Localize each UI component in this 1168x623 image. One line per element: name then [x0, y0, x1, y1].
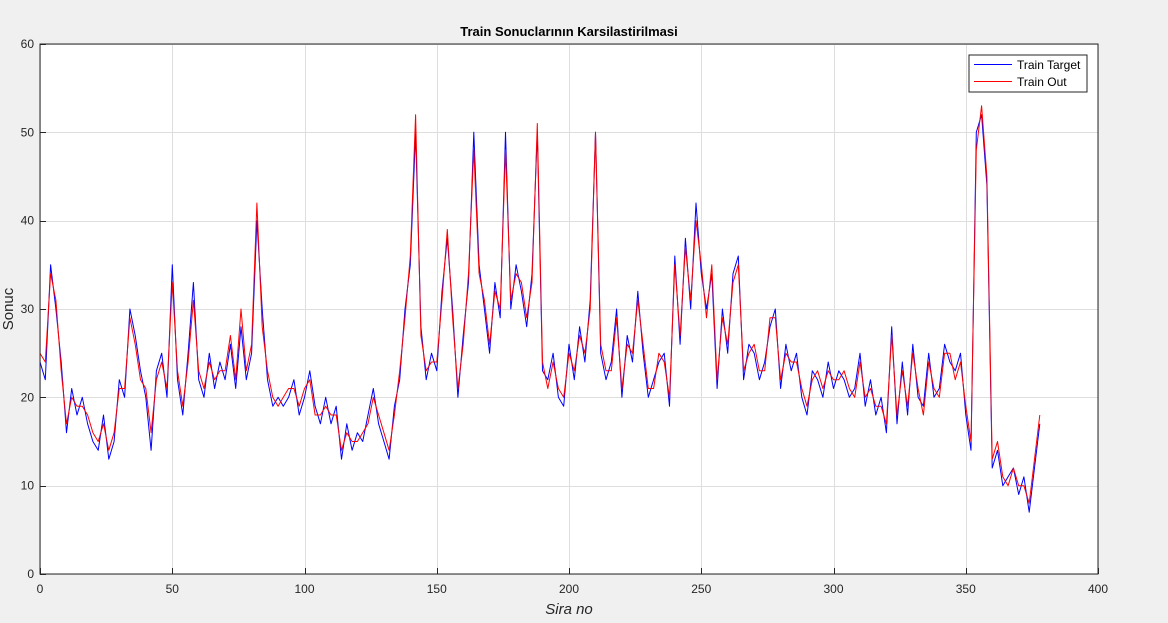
- series-line-train-out: [39, 105, 1041, 504]
- x-tick-label: 150: [427, 582, 447, 596]
- x-tick-label: 300: [823, 582, 843, 596]
- y-axis-label: Sonuc: [0, 287, 17, 330]
- x-axis-label: Sira no: [545, 601, 593, 618]
- x-tick-label: 400: [1088, 582, 1108, 596]
- y-tick-label: 0: [27, 567, 34, 581]
- x-tick-label: 50: [166, 582, 180, 596]
- y-tick-label: 40: [21, 214, 35, 228]
- y-tick-label: 10: [21, 479, 35, 493]
- x-tick-label: 250: [691, 582, 711, 596]
- y-tick-label: 60: [21, 37, 35, 51]
- y-tick-label: 30: [21, 302, 35, 316]
- y-tick-label: 20: [21, 390, 35, 404]
- x-tick-label: 200: [559, 582, 579, 596]
- x-tick-label: 350: [956, 582, 976, 596]
- x-tick-label: 0: [37, 582, 44, 596]
- series-layer: [39, 105, 1041, 513]
- legend-label-train-out: Train Out: [1017, 75, 1067, 89]
- y-tick-label: 50: [21, 125, 35, 139]
- x-tick-label: 100: [294, 582, 314, 596]
- legend[interactable]: Train Target Train Out: [968, 54, 1088, 93]
- legend-label-train-target: Train Target: [1017, 58, 1081, 72]
- legend-box: [968, 54, 1088, 93]
- ticks: 0 50 100 150 200 250 300 350 400 0 10 20 30 40 50 60: [21, 37, 1109, 596]
- chart-title: Train Sonuclarının Karsilastirilmasi: [460, 24, 677, 39]
